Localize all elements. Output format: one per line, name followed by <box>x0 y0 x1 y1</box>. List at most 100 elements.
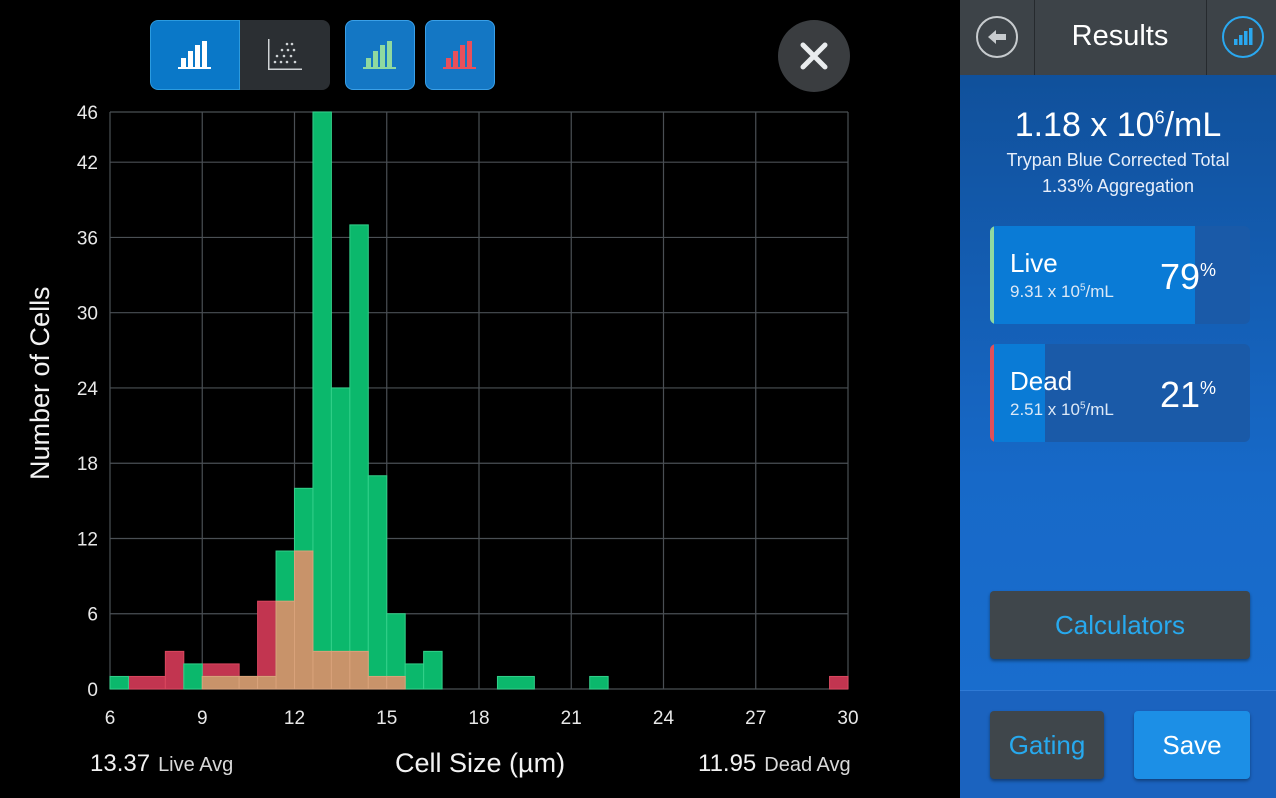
x-tick-label: 12 <box>284 708 305 729</box>
histogram-panel: 6 9 12 15 18 21 24 27 30 0 6 12 18 24 30 36 42 46 Number … <box>25 20 859 778</box>
x-tick-label: 6 <box>105 708 116 729</box>
live-series <box>109 111 609 690</box>
bottom-action-bar: Gating Save <box>960 690 1276 798</box>
x-tick-label: 9 <box>197 708 208 729</box>
chart-view-button[interactable] <box>1222 16 1264 58</box>
overlap-histogram-bar <box>294 550 314 690</box>
y-tick-label: 0 <box>87 680 98 701</box>
histogram-view-button[interactable] <box>150 20 240 90</box>
back-button[interactable] <box>976 16 1018 58</box>
live-conc-exp: 5 <box>1079 282 1086 294</box>
correction-label: Trypan Blue Corrected Total <box>1006 150 1230 170</box>
live-histogram-button[interactable] <box>345 20 415 90</box>
dead-histogram-bar <box>164 650 185 690</box>
dead-conc-exp: 5 <box>1079 400 1086 412</box>
live-histogram-bar <box>367 475 388 690</box>
dead-histogram-bar <box>127 675 166 690</box>
overlap-histogram-bar <box>349 650 369 690</box>
chart-icon <box>1234 28 1253 45</box>
gating-button[interactable]: Gating <box>990 711 1104 779</box>
total-concentration: 1.18 x 106/mL <box>960 106 1276 145</box>
live-conc-base: 9.31 x 10 <box>1010 282 1080 301</box>
dead-histogram-bar <box>829 675 849 690</box>
overlap-histogram-bar <box>275 600 295 690</box>
dead-percent-sign: % <box>1200 378 1217 398</box>
live-histogram-bar <box>404 663 425 690</box>
x-tick-label: 27 <box>745 708 766 729</box>
dead-fill-bar <box>990 344 1045 442</box>
dead-accent <box>990 344 994 442</box>
overlap-histogram-bar <box>367 675 388 690</box>
x-tick-label: 18 <box>468 708 489 729</box>
chart-type-toggle <box>150 20 330 90</box>
save-button[interactable]: Save <box>1134 711 1250 779</box>
close-icon <box>800 42 828 70</box>
y-tick-label: 12 <box>77 529 98 550</box>
dead-concentration: 2.51 x 105/mL <box>1010 400 1114 420</box>
dead-series <box>127 550 849 690</box>
results-panel: Results 1.18 x 106/mL Trypan Blue Correc… <box>960 0 1276 798</box>
concentration-exponent: 6 <box>1154 107 1165 128</box>
live-histogram-bar <box>312 111 332 690</box>
live-percent-value: 79 <box>1160 256 1201 297</box>
scatter-icon <box>268 39 302 70</box>
live-histogram-bar <box>349 224 369 690</box>
aggregation-label: 1.33% Aggregation <box>1041 176 1195 196</box>
x-tick-label: 24 <box>653 708 675 729</box>
page-title: Results <box>1071 20 1169 52</box>
dead-histogram-button[interactable] <box>425 20 495 90</box>
y-tick-label: 46 <box>77 103 98 124</box>
dead-percent: 21% <box>1160 374 1216 416</box>
x-tick-label: 30 <box>837 708 858 729</box>
dead-histogram-bar <box>257 600 277 690</box>
live-conc-unit: /mL <box>1085 282 1114 301</box>
header-divider <box>1206 0 1207 75</box>
live-concentration: 9.31 x 105/mL <box>1010 282 1114 302</box>
chart-grid <box>109 111 849 690</box>
live-card[interactable]: Live 9.31 x 105/mL 79% <box>990 226 1250 324</box>
y-axis-title: Number of Cells <box>25 286 55 480</box>
live-histogram-icon <box>363 41 396 69</box>
live-fill-bar <box>990 226 1195 324</box>
back-arrow-icon <box>988 30 1006 44</box>
live-histogram-bar <box>330 387 351 690</box>
dead-conc-unit: /mL <box>1085 400 1114 419</box>
live-histogram-bar <box>109 675 129 690</box>
x-axis-title: Cell Size (µm) <box>395 748 566 778</box>
y-tick-label: 42 <box>77 153 98 174</box>
dead-histogram-icon <box>443 41 476 69</box>
overlap-histogram-bar <box>238 675 259 690</box>
results-header: Results <box>960 0 1276 75</box>
live-average: 13.37 Live Avg <box>90 750 233 778</box>
overlap-histogram-bar <box>330 650 351 690</box>
overlap-series <box>201 550 406 690</box>
close-button[interactable] <box>778 20 850 92</box>
dead-average-label: Dead Avg <box>764 754 851 776</box>
scatter-view-button[interactable] <box>240 20 330 90</box>
live-histogram-bar <box>589 675 609 690</box>
dead-card[interactable]: Dead 2.51 x 105/mL 21% <box>990 344 1250 442</box>
y-tick-label: 36 <box>77 228 98 249</box>
x-tick-label: 21 <box>561 708 582 729</box>
live-average-value: 13.37 <box>90 750 151 777</box>
concentration-base: 1.18 x 10 <box>1014 106 1155 144</box>
overlap-histogram-bar <box>257 675 277 690</box>
live-label: Live <box>1010 248 1058 278</box>
overlap-histogram-bar <box>201 675 240 690</box>
live-histogram-bar <box>183 663 203 690</box>
y-tick-label: 30 <box>77 304 98 325</box>
live-percent-sign: % <box>1200 260 1217 280</box>
dead-label: Dead <box>1010 366 1073 396</box>
live-histogram-bar <box>423 650 443 690</box>
dead-conc-base: 2.51 x 10 <box>1010 400 1080 419</box>
dead-average: 11.95 Dead Avg <box>698 750 851 778</box>
live-percent: 79% <box>1160 256 1216 298</box>
calculators-button[interactable]: Calculators <box>990 591 1250 659</box>
x-tick-label: 15 <box>376 708 397 729</box>
live-average-label: Live Avg <box>158 754 234 776</box>
live-histogram-bar <box>496 675 535 690</box>
dead-percent-value: 21 <box>1160 374 1201 415</box>
dead-average-value: 11.95 <box>698 750 757 777</box>
